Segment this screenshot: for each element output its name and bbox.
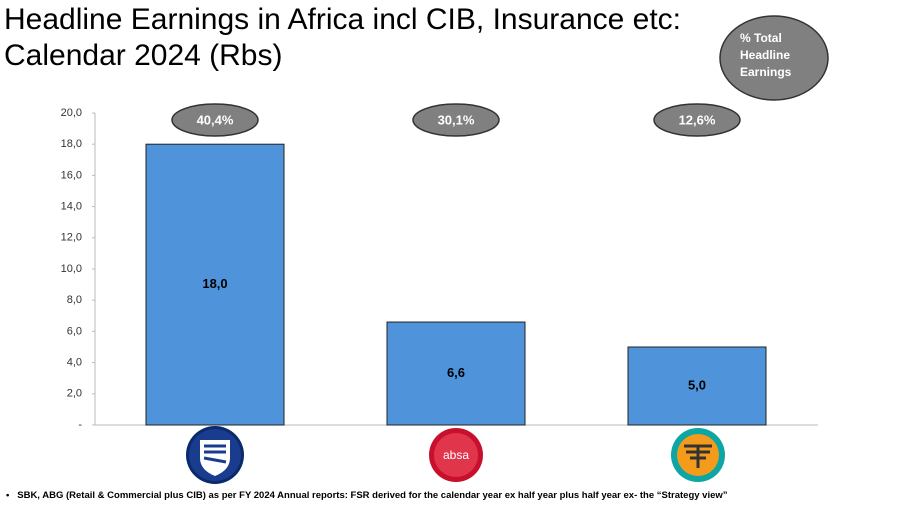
- footnote-text: SBK, ABG (Retail & Commercial plus CIB) …: [17, 490, 728, 501]
- y-tick-label: 16,0: [61, 169, 82, 181]
- y-tick-label: 14,0: [61, 201, 82, 213]
- share-bubble: [653, 103, 741, 137]
- value-label: 6,6: [447, 365, 465, 380]
- fnb-logo: [671, 428, 725, 482]
- share-label: 30,1%: [438, 112, 475, 127]
- annotation-title: % Total Headline Earnings: [740, 31, 792, 79]
- value-label: 5,0: [688, 377, 706, 392]
- value-label: 18,0: [202, 276, 227, 291]
- annotation-title-box: % Total Headline Earnings: [740, 31, 792, 79]
- absa-logo: [429, 428, 483, 482]
- y-tick-label: 12,0: [61, 232, 82, 244]
- bar: [627, 346, 767, 426]
- y-tick-label: 4,0: [67, 357, 82, 369]
- share-bubble: [412, 103, 500, 137]
- bar: [386, 321, 526, 426]
- y-tick-label: 10,0: [61, 263, 82, 275]
- share-label: 12,6%: [679, 112, 716, 127]
- y-tick-label: 8,0: [67, 294, 82, 306]
- y-tick-label: -: [78, 419, 82, 431]
- y-tick-label: 18,0: [61, 138, 82, 150]
- footnote: • SBK, ABG (Retail & Commercial plus CIB…: [6, 490, 728, 501]
- y-tick-label: 6,0: [67, 325, 82, 337]
- chart-title: Headline Earnings in Africa incl CIB, In…: [4, 3, 682, 72]
- annotation-bubble: [719, 15, 829, 101]
- y-tick-label: 20,0: [61, 107, 82, 119]
- category-label: absa: [443, 448, 469, 462]
- bar: [145, 143, 285, 426]
- standard-bank-logo: [186, 426, 244, 484]
- share-bubble: [171, 103, 259, 137]
- y-tick-label: 2,0: [67, 388, 82, 400]
- share-label: 40,4%: [197, 112, 234, 127]
